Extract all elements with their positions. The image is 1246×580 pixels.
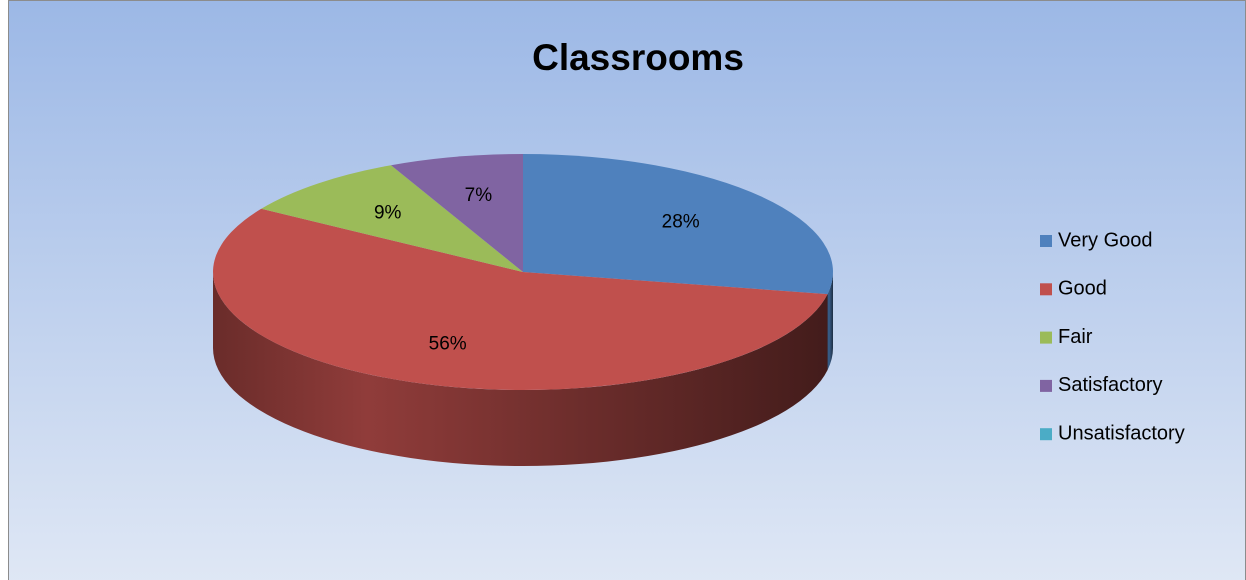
data-label: 9% bbox=[374, 203, 402, 224]
pie-slice bbox=[261, 165, 523, 272]
chart-title: Classrooms bbox=[532, 37, 744, 78]
slice-side bbox=[213, 272, 828, 467]
legend-label: Satisfactory bbox=[1058, 374, 1162, 396]
data-label: 56% bbox=[429, 333, 467, 354]
legend-label: Unsatisfactory bbox=[1058, 422, 1185, 444]
pie-slice bbox=[213, 208, 828, 390]
data-label: 28% bbox=[662, 211, 700, 232]
legend-swatch bbox=[1040, 331, 1052, 344]
data-label: 7% bbox=[465, 185, 493, 206]
legend-swatch bbox=[1040, 283, 1052, 296]
legend-label: Fair bbox=[1058, 326, 1093, 348]
legend-label: Very Good bbox=[1058, 229, 1153, 251]
legend-swatch bbox=[1040, 235, 1052, 247]
pie-slice bbox=[391, 154, 523, 272]
pie-slice bbox=[523, 154, 834, 295]
legend-swatch bbox=[1040, 428, 1052, 441]
legend-swatch bbox=[1040, 379, 1052, 392]
slice-side bbox=[827, 272, 834, 371]
legend-label: Good bbox=[1058, 278, 1107, 300]
